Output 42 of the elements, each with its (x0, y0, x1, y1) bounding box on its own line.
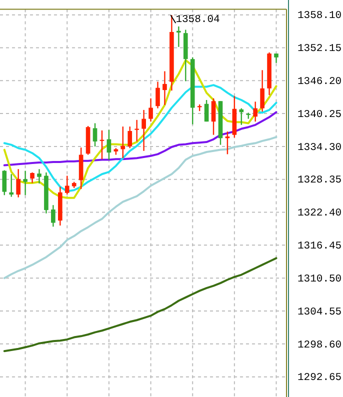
y-tick-label: 1322.40 (298, 208, 342, 220)
y-tick-label: 1328.35 (298, 174, 342, 187)
candlestick (120, 126, 126, 159)
candlestick (239, 108, 244, 126)
candlestick (204, 99, 209, 122)
candlestick (2, 170, 7, 196)
candlestick (142, 109, 146, 152)
candlestick (51, 204, 56, 228)
candlestick (148, 98, 153, 122)
line-series (3, 136, 278, 280)
candlestick (128, 126, 132, 149)
y-tick-label: 1334.30 (298, 142, 342, 154)
y-tick-label: 1316.45 (298, 240, 342, 253)
line-series (3, 59, 278, 199)
candlestick (64, 175, 70, 196)
candlestick (156, 81, 160, 109)
candlestick (23, 170, 28, 196)
y-tick-label: 1352.15 (298, 43, 342, 56)
candlestick (176, 26, 181, 48)
y-tick-label: 1298.60 (298, 339, 342, 352)
candlestick (92, 122, 98, 148)
candlestick (274, 52, 278, 64)
y-tick-label: 1304.55 (298, 306, 342, 318)
y-tick-label: 1340.25 (298, 108, 342, 121)
candlestick (37, 168, 42, 184)
candlestick (134, 119, 139, 142)
line-series (3, 84, 278, 192)
candlestick (16, 168, 20, 198)
annotation: 1358.04 (176, 14, 220, 26)
candlestick (30, 172, 34, 184)
line-series (3, 257, 278, 352)
y-tick-label: 1292.65 (298, 372, 342, 384)
candlestick (211, 98, 216, 136)
y-tick-label: 1310.50 (298, 273, 342, 286)
y-tick-label: 1346.20 (298, 76, 342, 88)
candlestick (260, 70, 264, 112)
candlestick (162, 70, 167, 106)
candlestick (9, 174, 14, 198)
line-series (3, 111, 278, 166)
candlestick (106, 129, 112, 160)
candlestick (253, 101, 258, 122)
y-tick-label: 1358.10 (298, 10, 342, 22)
